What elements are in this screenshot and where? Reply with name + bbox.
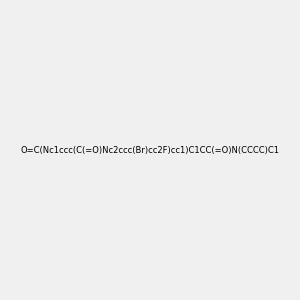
Text: O=C(Nc1ccc(C(=O)Nc2ccc(Br)cc2F)cc1)C1CC(=O)N(CCCC)C1: O=C(Nc1ccc(C(=O)Nc2ccc(Br)cc2F)cc1)C1CC(… [20,146,280,154]
